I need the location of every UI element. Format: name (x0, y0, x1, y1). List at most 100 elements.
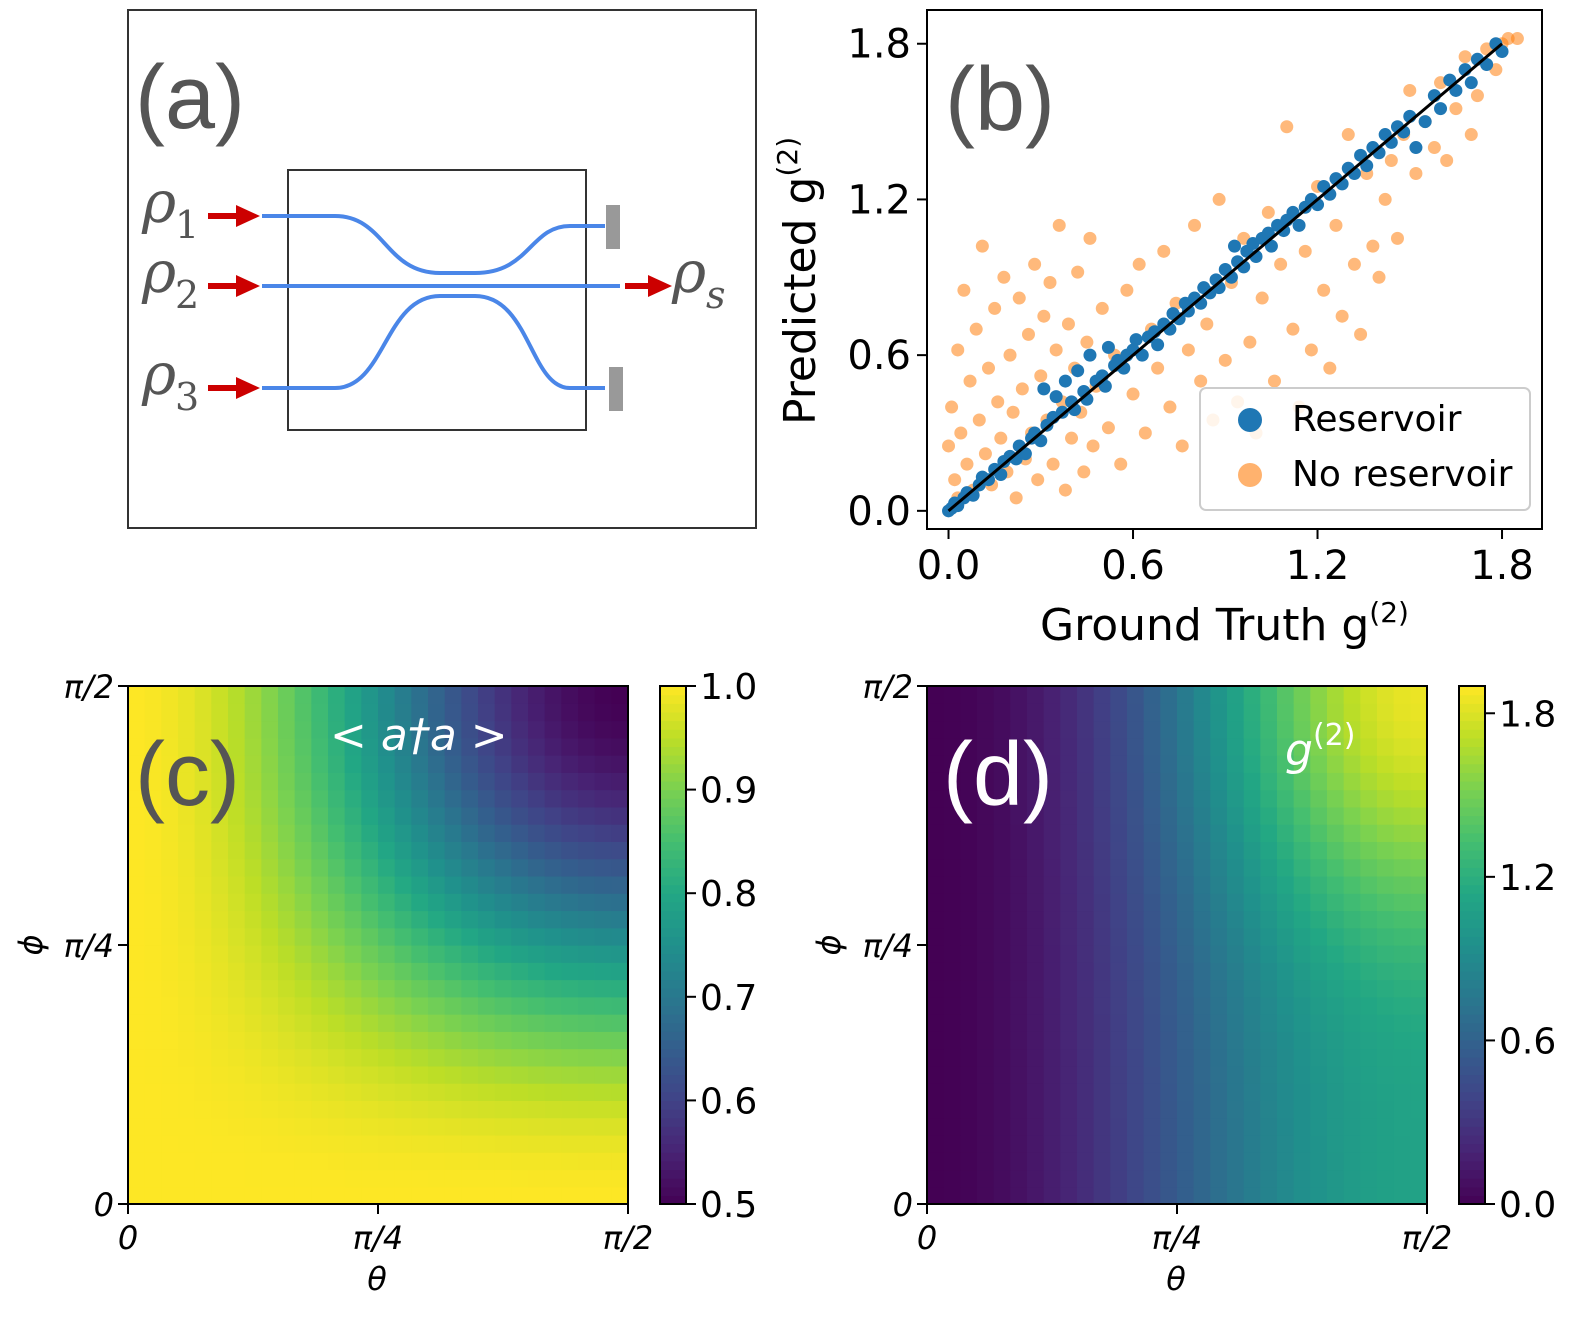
heatmap-cell (561, 945, 579, 963)
heatmap-cell (611, 1014, 629, 1032)
no-reservoir-point (1329, 218, 1343, 232)
heatmap-cell (361, 858, 379, 877)
heatmap-cell (494, 1065, 512, 1084)
y-tick-label: 1.2 (847, 177, 911, 223)
heatmap-cell (494, 1014, 512, 1032)
heatmap-cell (1110, 789, 1128, 808)
heatmap-cell (960, 979, 978, 998)
heatmap-cell (294, 772, 312, 791)
heatmap-cell (1360, 824, 1378, 842)
heatmap-cell (1360, 1048, 1378, 1067)
no-reservoir-point (975, 239, 989, 253)
heatmap-cell (1060, 755, 1078, 773)
heatmap-cell (1060, 1117, 1078, 1136)
heatmap-cell (561, 962, 579, 981)
heatmap-cell (444, 927, 462, 946)
heatmap-cell (494, 979, 512, 998)
heatmap-cell (494, 1152, 512, 1171)
heatmap-cell (394, 1031, 412, 1050)
heatmap-cell (194, 841, 212, 860)
heatmap-cell (178, 824, 196, 842)
heatmap-cell (261, 737, 279, 756)
heatmap-cell (411, 1083, 429, 1101)
heatmap-cell (1393, 927, 1411, 946)
heatmap-cell (1310, 686, 1328, 704)
heatmap-cell (1410, 703, 1428, 722)
heatmap-cell (411, 1186, 429, 1205)
heatmap-cell (1143, 1065, 1161, 1084)
heatmap-cell (294, 979, 312, 998)
colorbar-segment (660, 1109, 686, 1119)
no-reservoir-point (1083, 231, 1097, 245)
heatmap-cell (528, 772, 546, 791)
heatmap-cell (428, 1117, 446, 1136)
heatmap-cell (378, 1186, 396, 1205)
heatmap-cell (378, 927, 396, 946)
heatmap-cell (1310, 1048, 1328, 1067)
heatmap-cell (228, 772, 246, 791)
heatmap-cell (528, 910, 546, 929)
heatmap-cell (1210, 1186, 1228, 1205)
heatmap-cell (344, 1117, 362, 1136)
heatmap-cell (328, 789, 346, 808)
heatmap-cell (1210, 858, 1228, 877)
heatmap-cell (1410, 755, 1428, 773)
heatmap-cell (428, 737, 446, 756)
heatmap-cell (544, 910, 562, 929)
colorbar-segment (660, 1100, 686, 1110)
panel-a-frame (127, 9, 757, 529)
heatmap-cell (1410, 686, 1428, 704)
heatmap-cell (361, 945, 379, 963)
heatmap-cell (494, 755, 512, 773)
heatmap-cell (211, 1065, 229, 1084)
heatmap-cell (328, 1065, 346, 1084)
heatmap-cell (361, 1083, 379, 1101)
colorbar-segment (660, 703, 686, 713)
heatmap-cell (161, 806, 179, 825)
plot-c-ticks: 00π/4π/4π/2π/2 (64, 668, 654, 1257)
heatmap-cell (1043, 703, 1061, 722)
no-reservoir-point (1095, 301, 1109, 315)
heatmap-cell (1393, 1014, 1411, 1032)
heatmap-cell (1243, 720, 1261, 739)
no-reservoir-point (991, 395, 1005, 409)
colorbar-segment (660, 1083, 686, 1093)
heatmap-cell (1093, 910, 1111, 929)
heatmap-cell (161, 789, 179, 808)
heatmap-cell (1177, 945, 1195, 963)
heatmap-cell (1143, 1152, 1161, 1171)
heatmap-cell (544, 703, 562, 722)
colorbar-segment (1459, 1160, 1485, 1171)
heatmap-cell (1093, 772, 1111, 791)
heatmap-cell (278, 979, 296, 998)
heatmap-cell (1360, 789, 1378, 808)
heatmap-cell (1127, 996, 1145, 1015)
heatmap-cell (1227, 1169, 1245, 1188)
heatmap-cell (228, 1152, 246, 1171)
heatmap-cell (594, 755, 612, 773)
heatmap-cell (1027, 945, 1045, 963)
rho-3-subscript: 3 (175, 375, 199, 419)
heatmap-cell (461, 962, 479, 981)
heatmap-cell (544, 1169, 562, 1188)
heatmap-cell (1110, 1083, 1128, 1101)
heatmap-cell (611, 1186, 629, 1205)
heatmap-cell (278, 875, 296, 894)
heatmap-cell (244, 996, 262, 1015)
heatmap-cell (161, 703, 179, 722)
heatmap-cell (1127, 841, 1145, 860)
heatmap-cell (1277, 1169, 1295, 1188)
heatmap-cell (943, 1014, 961, 1032)
heatmap-cell (561, 979, 579, 998)
no-reservoir-point (1384, 154, 1398, 168)
heatmap-cell (977, 703, 995, 722)
heatmap-d-ylabel: ϕ (810, 934, 848, 955)
heatmap-cell (977, 927, 995, 946)
heatmap-cell (244, 927, 262, 946)
heatmap-cell (278, 703, 296, 722)
heatmap-cell (428, 1152, 446, 1171)
heatmap-cell (1343, 1186, 1361, 1205)
heatmap-cell (977, 1134, 995, 1153)
heatmap-cell (211, 686, 229, 704)
heatmap-cell (1410, 962, 1428, 981)
